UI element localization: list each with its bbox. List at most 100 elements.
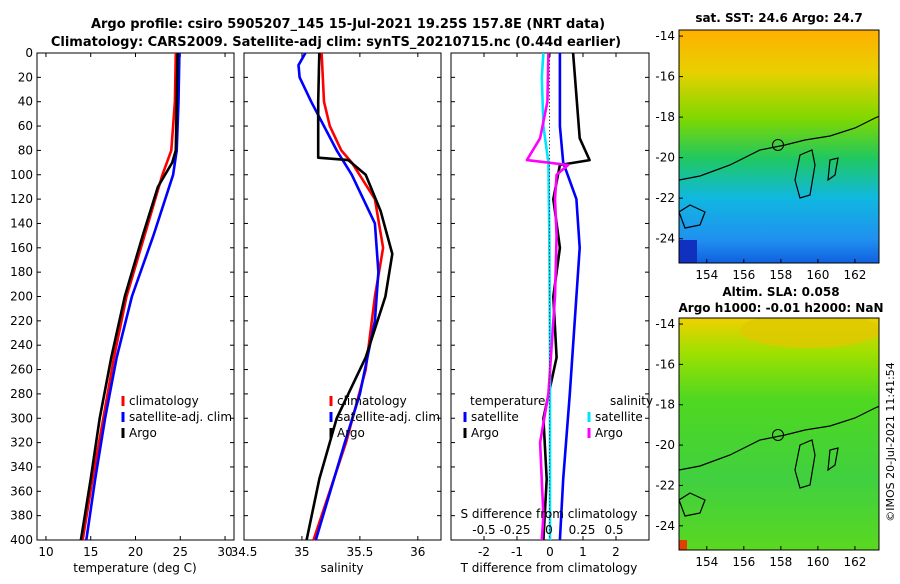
legend-label: climatology: [129, 394, 199, 408]
figure-title-line1: Argo profile: csiro 5905207_145 15-Jul-2…: [91, 17, 605, 32]
legend-label: Argo: [129, 426, 157, 440]
x-tick-label: 36: [410, 545, 425, 559]
x-tick-label: 2: [612, 545, 620, 559]
y-tick-label: 320: [10, 436, 33, 450]
y-tick-label: 60: [18, 119, 33, 133]
y-tick-label: 240: [10, 338, 33, 352]
y-tick-label: 360: [10, 484, 33, 498]
figure-title-line2: Climatology: CARS2009. Satellite-adj cli…: [51, 35, 621, 50]
legend-title-temperature: temperature: [470, 394, 545, 408]
y-tick-label: 0: [25, 46, 33, 60]
series-line: [85, 52, 181, 541]
y-tick-label: 180: [10, 265, 33, 279]
sla-map-ticks: 154 156 158 160 162 -14 -16 -18 -20 -22 -24: [655, 317, 866, 569]
y-tick-label: 160: [10, 241, 33, 255]
series-line: [558, 53, 581, 541]
y-tick-label: 340: [10, 460, 33, 474]
s-tick-label: -0.25: [499, 523, 530, 537]
series-line: [542, 52, 591, 541]
salinity-xlabel: salinity: [320, 561, 363, 575]
salinity-axes: [243, 52, 442, 541]
y-tick-label: 120: [10, 192, 33, 206]
sla-field: [679, 318, 879, 550]
s-tick-label: 0.25: [569, 523, 596, 537]
sst-map-frame: [678, 29, 880, 264]
map-y-tick-label: -22: [655, 191, 675, 205]
salinity-legend: climatology satellite-adj. clim Argo: [329, 394, 440, 440]
y-tick-label: 220: [10, 314, 33, 328]
y-tick-label: 400: [10, 533, 33, 547]
map-y-tick-label: -18: [655, 398, 675, 412]
map-x-tick-label: 158: [769, 555, 792, 569]
sla-coastline: [679, 405, 879, 517]
series-line: [81, 52, 178, 541]
x-tick-label: 35.5: [347, 545, 374, 559]
x-tick-label: 1: [579, 545, 587, 559]
map-y-tick-label: -14: [655, 317, 675, 331]
map-x-tick-label: 154: [695, 268, 718, 282]
x-tick-label: 30: [217, 545, 232, 559]
y-tick-label: 140: [10, 216, 33, 230]
sla-map: [679, 318, 879, 550]
y-tick-label: 20: [18, 70, 33, 84]
map-y-tick-label: -22: [655, 478, 675, 492]
x-tick-label: 20: [128, 545, 143, 559]
sla-red-patch: [679, 540, 687, 550]
y-tick-label: 80: [18, 143, 33, 157]
sst-coastline: [679, 115, 879, 229]
map-y-tick-label: -24: [655, 232, 675, 246]
x-tick-label: 35: [294, 545, 309, 559]
map-y-tick-label: -16: [655, 70, 675, 84]
imos-watermark: ©IMOS 20-Jul-2021 11:41:54: [884, 362, 897, 522]
legend-label: satellite: [471, 410, 519, 424]
legend-title-salinity: salinity: [610, 394, 653, 408]
map-x-tick-label: 156: [732, 268, 755, 282]
legend-label: satellite: [595, 410, 643, 424]
y-tick-label: 280: [10, 387, 33, 401]
y-tick-label: 40: [18, 95, 33, 109]
map-y-tick-label: -20: [655, 151, 675, 165]
y-tick-label: 200: [10, 290, 33, 304]
sla-map-title-line1: Altim. SLA: 0.058: [722, 285, 839, 299]
s-difference-ticks: -0.5 -0.25 0 0.25 0.5: [472, 523, 623, 537]
sla-argo-marker: [772, 429, 784, 441]
s-tick-label: 0: [545, 523, 553, 537]
map-x-tick-label: 156: [732, 555, 755, 569]
x-tick-label: 0: [546, 545, 554, 559]
temperature-axes: [36, 52, 235, 541]
temperature-xlabel: temperature (deg C): [73, 561, 196, 575]
x-tick-label: 25: [173, 545, 188, 559]
map-x-tick-label: 158: [769, 268, 792, 282]
y-tick-label: 260: [10, 363, 33, 377]
map-x-tick-label: 162: [843, 555, 866, 569]
legend-label: Argo: [595, 426, 623, 440]
sla-map-frame: [678, 317, 880, 551]
difference-xlabel: T difference from climatology: [460, 561, 638, 575]
map-x-tick-label: 154: [695, 555, 718, 569]
series-line: [79, 52, 179, 541]
x-tick-label: -2: [478, 545, 490, 559]
legend-label: Argo: [471, 426, 499, 440]
map-y-tick-label: -24: [655, 519, 675, 533]
profile-ticks: 0204060801001201401601802002202402602803…: [10, 46, 649, 559]
s-tick-label: 0.5: [604, 523, 623, 537]
series-line: [305, 52, 394, 541]
sst-map: [679, 30, 879, 263]
y-tick-label: 100: [10, 168, 33, 182]
map-y-tick-label: -14: [655, 29, 675, 43]
sst-map-ticks: 154 156 158 160 162 -14 -16 -18 -20 -22 -24: [655, 29, 866, 282]
x-tick-label: -1: [511, 545, 523, 559]
map-x-tick-label: 162: [843, 268, 866, 282]
map-x-tick-label: 160: [806, 268, 829, 282]
legend-label: climatology: [337, 394, 407, 408]
s-difference-label: S difference from climatology: [461, 507, 638, 521]
profile-series: [79, 52, 591, 541]
map-y-tick-label: -16: [655, 357, 675, 371]
legend-label: satellite-adj. clim: [129, 410, 232, 424]
difference-legend: temperature satellite Argo salinity sate…: [463, 394, 653, 440]
sst-map-title: sat. SST: 24.6 Argo: 24.7: [695, 11, 862, 25]
map-x-tick-label: 160: [806, 555, 829, 569]
x-tick-label: 15: [83, 545, 98, 559]
